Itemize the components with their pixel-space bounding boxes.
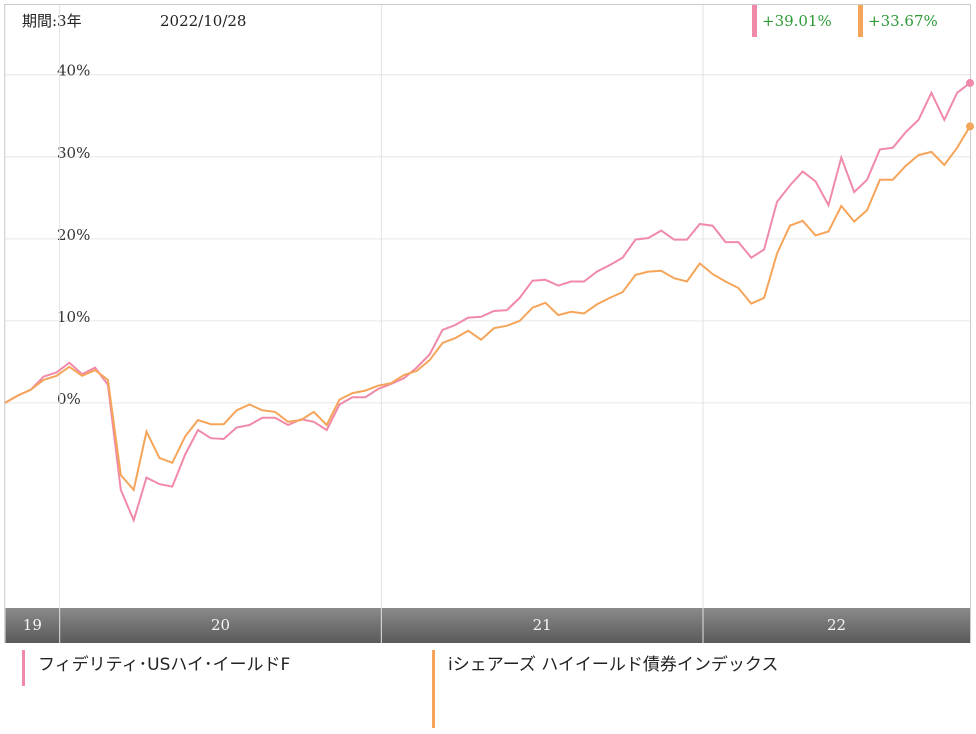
- change-marker: [858, 5, 863, 37]
- y-tick-label: 10%: [57, 308, 90, 326]
- x-tick-label: 19: [23, 616, 42, 634]
- plot-frame: [4, 4, 971, 643]
- end-point: [966, 122, 974, 131]
- legend-item: iシェアーズ ハイイールド債券インデックス: [432, 650, 852, 728]
- period-label: 期間:3年: [22, 12, 82, 30]
- x-tick-label: 20: [211, 616, 230, 634]
- series-line: [4, 82, 971, 524]
- x-tick-label: 21: [533, 616, 552, 634]
- y-tick-label: 40%: [57, 62, 90, 80]
- date: 2022/10/28: [160, 12, 246, 30]
- y-tick-label: 0%: [57, 390, 81, 408]
- y-tick-label: 30%: [57, 144, 90, 162]
- end-point: [966, 78, 974, 87]
- legend-swatch: [432, 650, 435, 728]
- legend-label: iシェアーズ ハイイールド債券インデックス: [448, 655, 779, 675]
- x-band: [5, 608, 970, 643]
- legend-label: フィデリティ･USハイ･イールドF: [38, 655, 291, 675]
- legend-swatch: [22, 650, 25, 686]
- y-tick-label: 20%: [57, 226, 90, 244]
- change-label: +39.01%: [762, 12, 832, 30]
- legend-item: フィデリティ･USハイ･イールドF: [22, 650, 422, 686]
- series-line: [4, 125, 971, 493]
- x-tick-label: 22: [827, 616, 846, 634]
- change-label: +33.67%: [868, 12, 938, 30]
- chart: 期間:3年 2022/10/28 0% 10% 20% 30% 40% 19 20 21 22 +…: [4, 4, 974, 643]
- change-marker: [752, 5, 757, 37]
